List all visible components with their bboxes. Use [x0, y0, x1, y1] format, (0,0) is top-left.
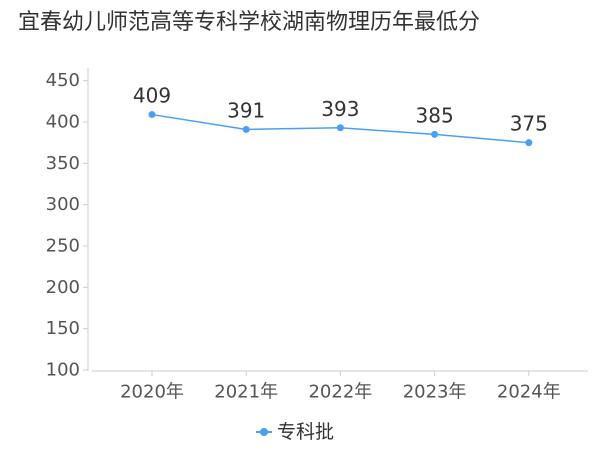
chart-title: 宜春幼儿师范高等专科学校湖南物理历年最低分 — [18, 10, 481, 35]
x-axis-ticks: 2020年 2021年 2022年 2023年 2024年 — [120, 371, 561, 403]
data-point[interactable] — [242, 125, 250, 133]
x-tick-label: 2022年 — [308, 382, 372, 403]
legend-marker-icon — [260, 428, 268, 436]
series-layer: 409 391 393 385 375 — [133, 84, 548, 147]
y-tick-label: 150 — [46, 318, 80, 339]
x-tick-label: 2024年 — [497, 382, 561, 403]
legend[interactable]: 专科批 — [256, 421, 334, 443]
x-tick-label: 2020年 — [120, 382, 184, 403]
data-point[interactable] — [431, 130, 439, 138]
y-tick-label: 400 — [46, 112, 80, 133]
x-tick-label: 2021年 — [214, 382, 278, 403]
y-tick-label: 250 — [46, 236, 80, 257]
data-label: 375 — [510, 112, 548, 136]
data-label: 385 — [416, 103, 454, 127]
y-tick-label: 100 — [46, 360, 80, 381]
data-label: 393 — [321, 97, 359, 121]
x-tick-label: 2023年 — [403, 382, 467, 403]
data-point[interactable] — [148, 111, 156, 119]
data-point[interactable] — [336, 124, 344, 132]
y-tick-label: 200 — [46, 277, 80, 298]
y-axis-ticks: 100 150 200 250 300 350 400 450 — [46, 70, 88, 381]
y-tick-label: 450 — [46, 70, 80, 91]
data-point[interactable] — [525, 139, 533, 147]
y-tick-label: 350 — [46, 153, 80, 174]
legend-label: 专科批 — [277, 421, 334, 443]
y-tick-label: 300 — [46, 194, 80, 215]
data-label: 409 — [133, 84, 171, 108]
data-label: 391 — [227, 98, 265, 122]
